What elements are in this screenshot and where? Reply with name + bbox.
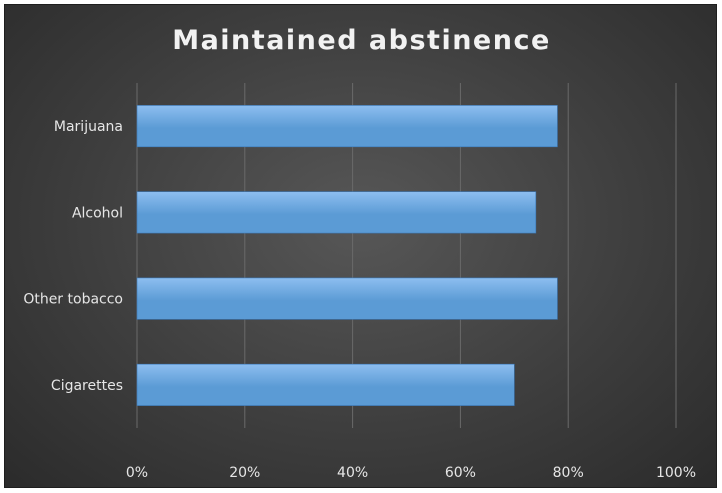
plot-area: 0% 20% 40% 60% 80% 100% Marijuana Alcohol Other … <box>23 83 696 481</box>
x-tick-label: 0% <box>126 465 148 481</box>
bar <box>136 277 558 320</box>
x-tick-label: 100% <box>656 465 696 481</box>
bar <box>136 105 558 148</box>
chart-title: Maintained abstinence <box>172 25 551 56</box>
category-label: Other tobacco <box>23 292 123 308</box>
category-label: Alcohol <box>72 205 123 221</box>
x-tick-label: 40% <box>337 465 368 481</box>
bar <box>136 363 515 406</box>
x-tick-label: 60% <box>445 465 476 481</box>
x-tick-label: 20% <box>229 465 260 481</box>
x-tick-label: 80% <box>553 465 584 481</box>
category-label: Cigarettes <box>51 378 123 394</box>
bar <box>136 191 537 234</box>
category-label: Marijuana <box>54 119 123 135</box>
chart-area: Maintained abstinence 0% 20% 40% 60% 80% 100%… <box>4 4 717 488</box>
